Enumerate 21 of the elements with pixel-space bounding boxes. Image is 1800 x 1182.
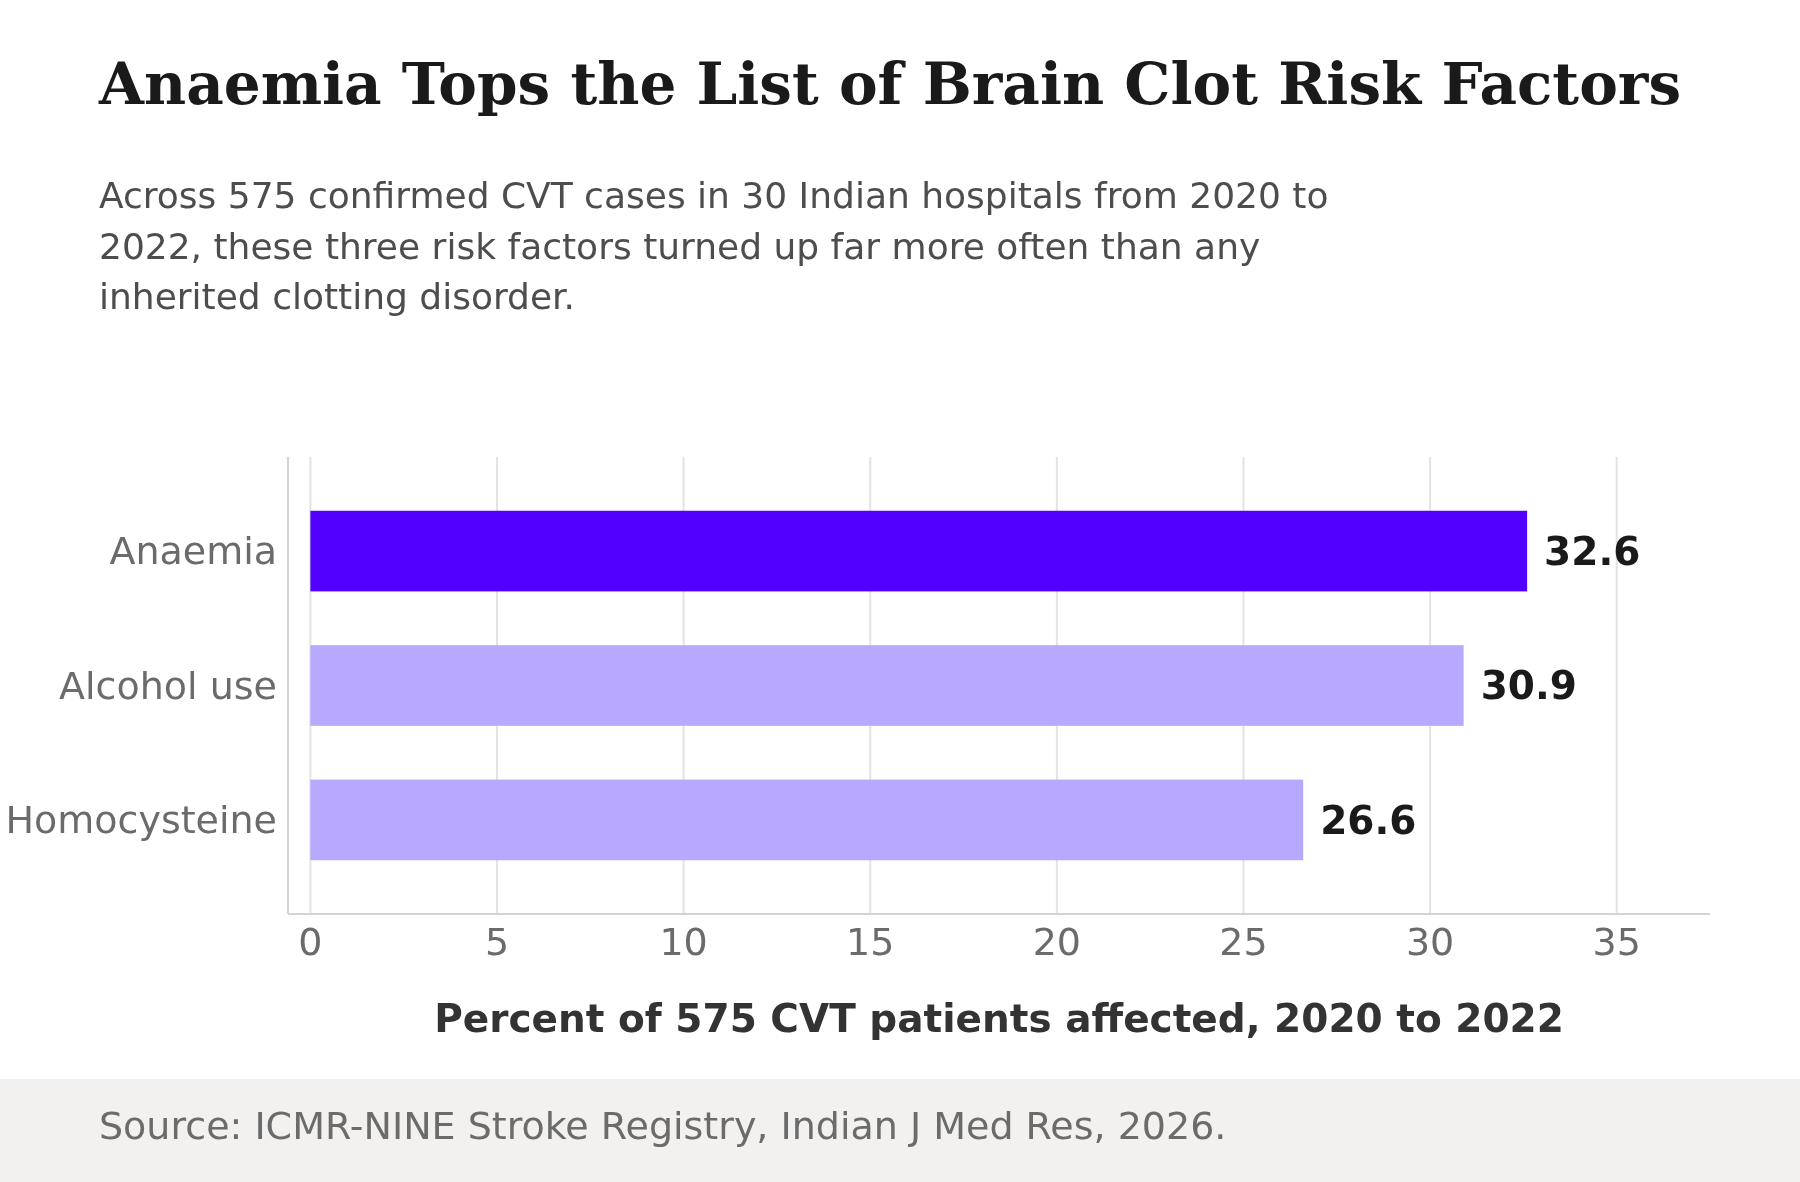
x-tick-label: 25 (1219, 920, 1268, 965)
chart-title: Anaemia Tops the List of Brain Clot Risk Factors (98, 50, 1682, 118)
x-axis-title: Percent of 575 CVT patients affected, 2020 to 2022 (434, 996, 1564, 1041)
x-tick-label: 35 (1592, 920, 1641, 965)
bar (310, 779, 1304, 861)
x-tick-label: 30 (1405, 920, 1455, 965)
y-tick-label: Alcohol use (59, 663, 277, 708)
bar (310, 510, 1528, 592)
data-label: 30.9 (1480, 663, 1577, 709)
x-tick-label: 5 (484, 920, 510, 965)
x-tick-label: 20 (1032, 920, 1082, 965)
data-label: 32.6 (1544, 528, 1641, 574)
x-tick-label: 15 (846, 920, 895, 965)
x-tick-label: 0 (298, 920, 323, 965)
chart-subtitle: Across 575 confirmed CVT cases in 30 Indian hospitals from 2020 to 2022, these three risk factors turned up far more often than any inherited clotting disorder. (99, 175, 1329, 317)
y-tick-label: Anaemia (109, 529, 277, 574)
source-note: Source: ICMR-NINE Stroke Registry, Indian J Med Res, 2026. (99, 1104, 1227, 1148)
x-tick-label: 10 (659, 920, 708, 965)
data-label: 26.6 (1320, 797, 1417, 843)
bar (310, 645, 1464, 726)
y-tick-label: Homocysteine (5, 798, 277, 843)
